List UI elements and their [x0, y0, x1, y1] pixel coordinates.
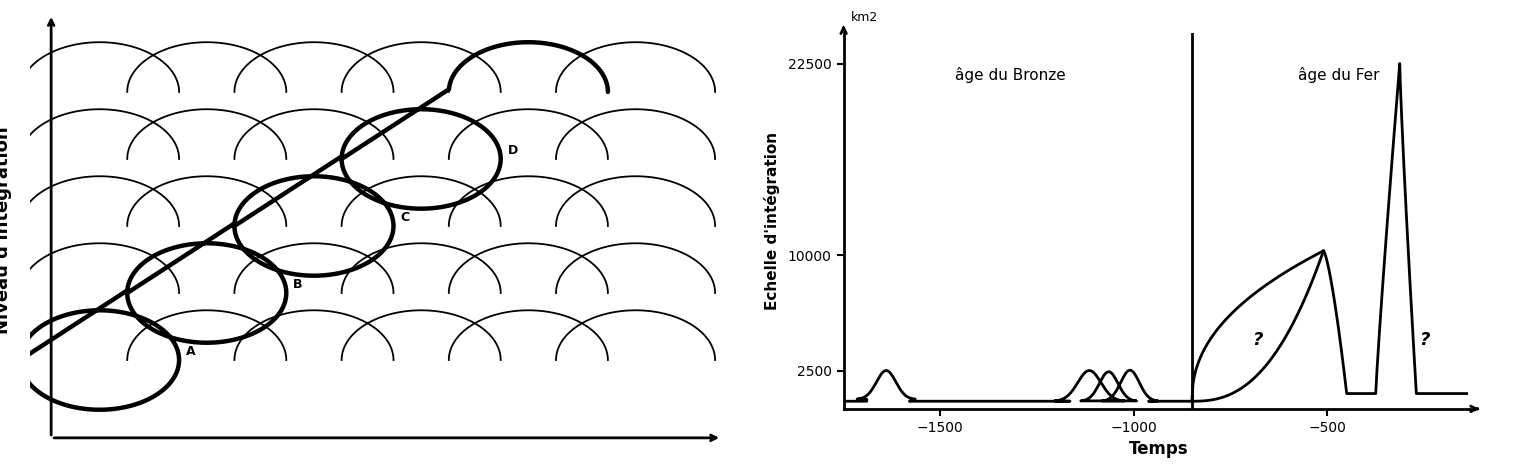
- Text: B: B: [293, 278, 302, 291]
- Text: A: A: [185, 345, 196, 358]
- Text: km2: km2: [851, 11, 879, 24]
- Text: ?: ?: [1418, 331, 1429, 349]
- Text: âge du Fer: âge du Fer: [1298, 67, 1380, 83]
- Text: ?: ?: [1252, 331, 1263, 349]
- Text: C: C: [400, 211, 409, 224]
- Text: Niveau d'intégration: Niveau d'intégration: [0, 126, 12, 334]
- Text: D: D: [508, 144, 518, 157]
- X-axis label: Temps: Temps: [1129, 440, 1189, 458]
- Text: âge du Bronze: âge du Bronze: [955, 67, 1066, 83]
- Y-axis label: Echelle d'intégration: Echelle d'intégration: [763, 132, 780, 310]
